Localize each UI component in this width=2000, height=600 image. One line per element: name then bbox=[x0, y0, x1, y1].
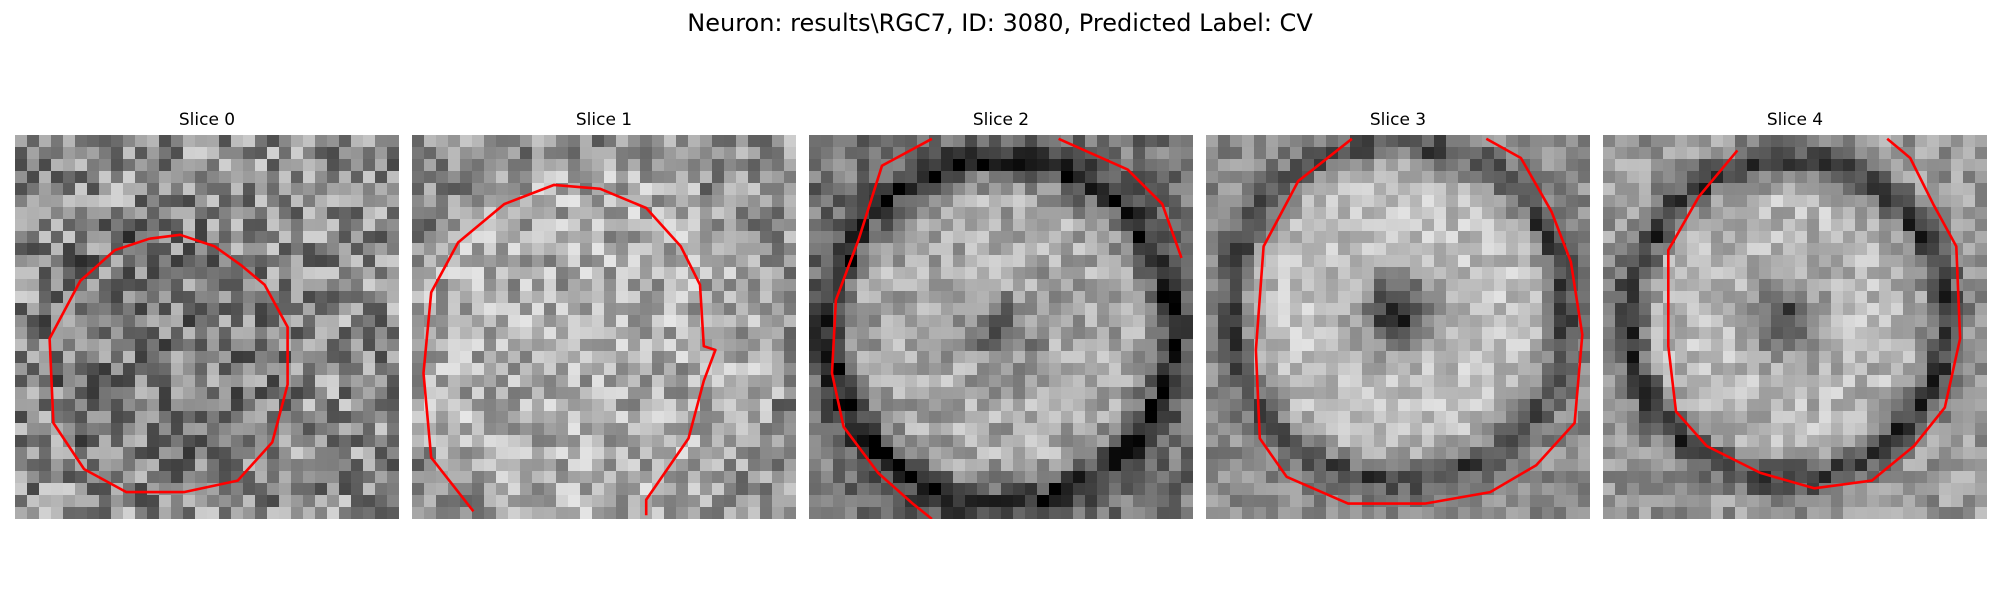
slice-panel-3: Slice 3 bbox=[1206, 105, 1590, 519]
pixel-grid-3 bbox=[1206, 135, 1590, 519]
slice-panel-1: Slice 1 bbox=[412, 105, 796, 519]
contour-3a bbox=[1254, 137, 1584, 505]
slice-title-0: Slice 0 bbox=[178, 110, 236, 130]
slice-image-3 bbox=[1206, 135, 1590, 519]
pixel-grid-4 bbox=[1603, 135, 1987, 519]
slice-image-0 bbox=[15, 135, 399, 519]
slice-panel-0: Slice 0 bbox=[15, 105, 399, 519]
contour-2b bbox=[830, 137, 933, 519]
slice-image-4 bbox=[1603, 135, 1987, 519]
contour-1 bbox=[422, 183, 717, 516]
slice-title-2: Slice 2 bbox=[972, 110, 1030, 130]
contour-0 bbox=[48, 233, 289, 494]
pixel-grid-0 bbox=[15, 135, 399, 519]
pixel-grid-1 bbox=[412, 135, 796, 519]
slice-image-1 bbox=[412, 135, 796, 519]
slice-panel-2: Slice 2 bbox=[809, 105, 1193, 519]
slice-title-1: Slice 1 bbox=[575, 110, 633, 130]
pixel-grid-2 bbox=[809, 135, 1193, 519]
slice-panel-4: Slice 4 bbox=[1603, 105, 1987, 519]
figure-title: Neuron: results\RGC7, ID: 3080, Predicte… bbox=[687, 9, 1313, 37]
slice-title-4: Slice 4 bbox=[1766, 110, 1824, 130]
slice-title-3: Slice 3 bbox=[1369, 110, 1427, 130]
contour-2a bbox=[1058, 137, 1183, 259]
contour-4a bbox=[1667, 137, 1962, 490]
slice-image-2 bbox=[809, 135, 1193, 519]
